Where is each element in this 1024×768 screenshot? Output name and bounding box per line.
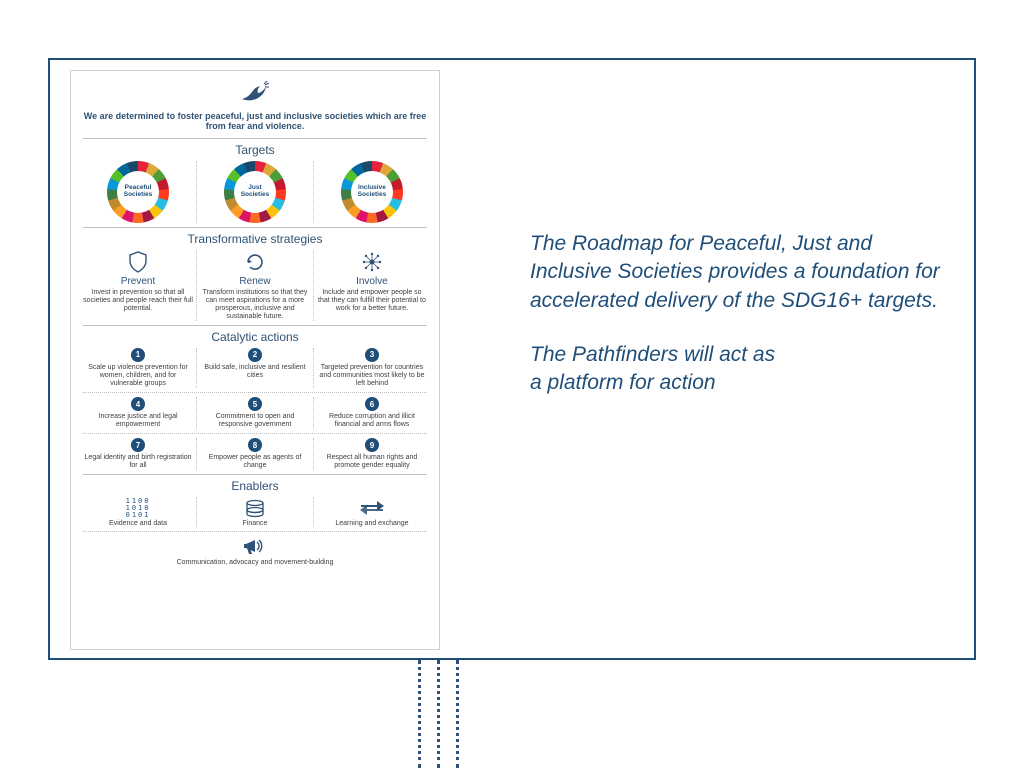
connector-lines (418, 660, 459, 768)
action-desc: Targeted prevention for countries and co… (317, 364, 427, 388)
strategy-title: Renew (200, 276, 310, 287)
target-peaceful: Peaceful Societies (83, 161, 193, 223)
side-paragraph-1: The Roadmap for Peaceful, Just and Inclu… (530, 230, 940, 315)
cycle-icon (200, 250, 310, 274)
target-label: Just Societies (234, 171, 276, 213)
strategies-row: Prevent Invest in prevention so that all… (83, 250, 427, 321)
enabler-data: 110010100101 Evidence and data (83, 497, 193, 527)
strategy-desc: Include and empower people so that they … (317, 289, 427, 313)
action-5: 5 Commitment to open and responsive gover… (200, 397, 310, 429)
action-desc: Empower people as agents of change (200, 454, 310, 470)
action-desc: Increase justice and legal empowerment (83, 413, 193, 429)
data-icon: 110010100101 (83, 497, 193, 519)
sdg-wheel-icon: Inclusive Societies (341, 161, 403, 223)
number-badge: 5 (248, 397, 262, 411)
actions-row-3: 7 Legal identity and birth registration f… (83, 438, 427, 470)
enabler-label: Evidence and data (83, 520, 193, 527)
number-badge: 2 (248, 348, 262, 362)
actions-heading: Catalytic actions (83, 330, 427, 344)
enablers-heading: Enablers (83, 479, 427, 493)
sdg-wheel-icon: Just Societies (224, 161, 286, 223)
targets-row: Peaceful Societies Just Societies Inclus… (83, 161, 427, 223)
action-desc: Scale up violence prevention for women, … (83, 364, 193, 388)
actions-row-1: 1 Scale up violence prevention for women,… (83, 348, 427, 388)
strategy-prevent: Prevent Invest in prevention so that all… (83, 250, 193, 321)
dotted-line (456, 660, 459, 768)
enablers-row: 110010100101 Evidence and data Finance L… (83, 497, 427, 527)
targets-heading: Targets (83, 143, 427, 157)
action-2: 2 Build safe, inclusive and resilient cit… (200, 348, 310, 388)
strategy-title: Prevent (83, 276, 193, 287)
exchange-icon (317, 497, 427, 519)
number-badge: 9 (365, 438, 379, 452)
action-8: 8 Empower people as agents of change (200, 438, 310, 470)
sdg-wheel-icon: Peaceful Societies (107, 161, 169, 223)
dotted-divider (83, 392, 427, 393)
strategy-involve: Involve Include and empower people so th… (317, 250, 427, 321)
divider (83, 325, 427, 326)
coins-icon (200, 497, 310, 519)
number-badge: 6 (365, 397, 379, 411)
strategy-desc: Invest in prevention so that all societi… (83, 289, 193, 313)
divider (83, 138, 427, 139)
number-badge: 8 (248, 438, 262, 452)
action-6: 6 Reduce corruption and illicit financial… (317, 397, 427, 429)
dotted-divider (83, 433, 427, 434)
strategies-heading: Transformative strategies (83, 232, 427, 246)
enabler-label: Finance (200, 520, 310, 527)
action-3: 3 Targeted prevention for countries and c… (317, 348, 427, 388)
action-1: 1 Scale up violence prevention for women,… (83, 348, 193, 388)
number-badge: 1 (131, 348, 145, 362)
actions-row-2: 4Increase justice and legal empowerment … (83, 397, 427, 429)
number-badge: 3 (365, 348, 379, 362)
dotted-line (418, 660, 421, 768)
enabler-finance: Finance (200, 497, 310, 527)
side-line: a platform for action (530, 371, 716, 394)
strategy-desc: Transform institutions so that they can … (200, 289, 310, 321)
enabler-exchange: Learning and exchange (317, 497, 427, 527)
dotted-divider (83, 531, 427, 532)
side-paragraph-2: The Pathfinders will act as a platform f… (530, 341, 940, 398)
action-4: 4 Increase justice and legal empowerment (83, 397, 193, 429)
action-9: 9 Respect all human rights and promote ge… (317, 438, 427, 470)
strategy-title: Involve (317, 276, 427, 287)
side-line: The Pathfinders will act as (530, 343, 775, 366)
megaphone-icon (83, 536, 427, 558)
action-desc: Respect all human rights and promote gen… (317, 454, 427, 470)
action-desc: Commitment to open and responsive govern… (200, 413, 310, 429)
target-inclusive: Inclusive Societies (317, 161, 427, 223)
infographic-header: We are determined to foster peaceful, ju… (83, 79, 427, 132)
roadmap-infographic: We are determined to foster peaceful, ju… (70, 70, 440, 650)
target-just: Just Societies (200, 161, 310, 223)
target-label: Inclusive Societies (351, 171, 393, 213)
action-desc: Legal identity and birth registration fo… (83, 454, 193, 470)
target-label: Peaceful Societies (117, 171, 159, 213)
network-icon (317, 250, 427, 274)
number-badge: 4 (131, 397, 145, 411)
dotted-line (437, 660, 440, 768)
shield-icon (83, 250, 193, 274)
strategy-renew: Renew Transform institutions so that the… (200, 250, 310, 321)
enabler-label: Learning and exchange (317, 520, 427, 527)
dove-icon (83, 79, 427, 107)
number-badge: 7 (131, 438, 145, 452)
slide-frame: We are determined to foster peaceful, ju… (48, 58, 976, 660)
enabler-label: Communication, advocacy and movement-bui… (83, 559, 427, 566)
mission-statement: We are determined to foster peaceful, ju… (83, 111, 427, 132)
divider (83, 227, 427, 228)
enabler-communication: Communication, advocacy and movement-bui… (83, 536, 427, 566)
action-7: 7 Legal identity and birth registration f… (83, 438, 193, 470)
divider (83, 474, 427, 475)
side-description: The Roadmap for Peaceful, Just and Inclu… (530, 230, 940, 424)
action-desc: Build safe, inclusive and resilient citi… (200, 364, 310, 380)
action-desc: Reduce corruption and illicit financial … (317, 413, 427, 429)
